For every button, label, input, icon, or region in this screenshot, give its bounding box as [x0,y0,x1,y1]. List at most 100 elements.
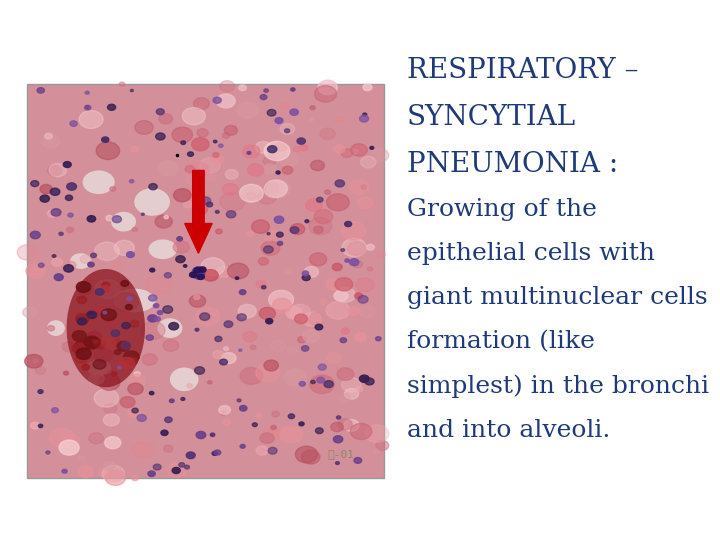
Circle shape [130,180,134,183]
Circle shape [94,389,119,407]
Circle shape [264,246,273,253]
Circle shape [114,293,138,311]
Circle shape [207,175,216,182]
Circle shape [265,236,272,241]
Circle shape [349,180,369,194]
Circle shape [272,298,292,313]
Circle shape [344,388,359,399]
Circle shape [359,375,369,382]
Circle shape [104,414,120,426]
Circle shape [252,220,269,233]
Circle shape [218,144,223,147]
Circle shape [222,184,238,195]
Circle shape [201,197,211,205]
Circle shape [88,332,102,341]
Circle shape [341,377,361,392]
Circle shape [33,359,38,363]
Circle shape [59,440,79,455]
Circle shape [194,98,210,110]
Circle shape [314,322,321,328]
Circle shape [142,354,157,365]
Circle shape [102,137,109,143]
Circle shape [107,104,116,110]
Circle shape [310,375,334,394]
Circle shape [365,425,389,442]
Circle shape [264,157,276,166]
Circle shape [294,314,307,323]
Circle shape [137,414,146,421]
Circle shape [89,373,104,384]
Circle shape [305,199,323,211]
Circle shape [108,318,116,324]
Circle shape [165,417,172,422]
Circle shape [210,433,215,436]
Circle shape [31,180,39,187]
Circle shape [228,263,248,279]
Circle shape [300,381,305,386]
Circle shape [359,305,376,318]
Circle shape [284,369,306,386]
Circle shape [75,354,89,364]
Text: and into alveoli.: and into alveoli. [407,419,610,442]
Circle shape [76,348,91,360]
Circle shape [355,293,363,299]
Circle shape [38,263,44,267]
Circle shape [267,180,290,198]
Circle shape [113,261,123,269]
Circle shape [287,346,298,354]
Circle shape [264,141,289,160]
Circle shape [252,423,257,427]
Circle shape [341,328,349,334]
Circle shape [54,274,63,281]
Circle shape [342,238,366,256]
Circle shape [155,317,161,321]
Circle shape [48,165,61,176]
Circle shape [276,232,283,237]
Circle shape [297,336,306,343]
Circle shape [156,109,164,114]
Circle shape [127,360,133,364]
Circle shape [94,288,100,293]
Circle shape [62,435,80,448]
Circle shape [159,114,173,124]
Circle shape [48,210,57,217]
Circle shape [351,149,358,154]
Circle shape [325,190,330,194]
Circle shape [132,442,154,458]
Circle shape [366,244,374,250]
Circle shape [219,406,230,414]
Circle shape [158,310,163,315]
Circle shape [354,457,361,463]
Circle shape [203,269,218,281]
FancyArrow shape [185,171,212,253]
Circle shape [288,414,294,418]
Circle shape [343,420,359,431]
Circle shape [99,374,120,390]
Circle shape [243,332,257,342]
Circle shape [220,359,228,365]
Circle shape [258,258,269,265]
Circle shape [215,336,222,341]
Circle shape [51,208,61,216]
Circle shape [189,163,210,178]
Circle shape [95,289,104,295]
Circle shape [353,261,363,268]
Circle shape [104,404,117,414]
Circle shape [214,450,221,455]
Circle shape [216,229,222,234]
Circle shape [350,259,359,266]
Circle shape [264,164,276,173]
Circle shape [267,110,276,116]
Circle shape [225,125,238,135]
Circle shape [161,430,168,435]
Circle shape [225,170,238,179]
Circle shape [197,274,204,280]
Circle shape [271,341,286,351]
Circle shape [84,342,96,351]
Circle shape [326,194,349,211]
Circle shape [275,142,287,151]
Circle shape [310,160,325,171]
Circle shape [124,351,139,363]
Text: giant multinuclear cells: giant multinuclear cells [407,286,708,309]
Circle shape [77,296,86,303]
